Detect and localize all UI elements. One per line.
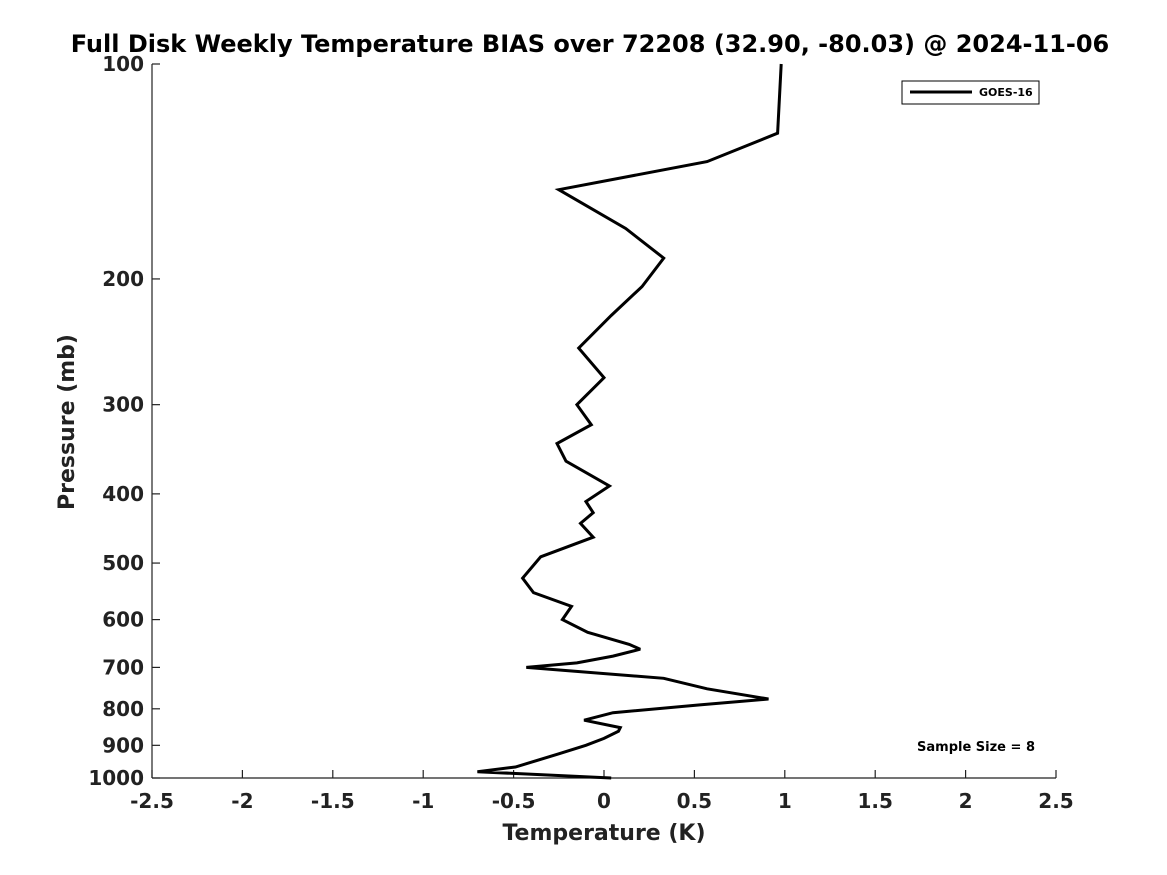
x-axis-label: Temperature (K): [502, 821, 705, 846]
series-line-goes-16: [477, 63, 783, 780]
series-layer: [477, 63, 783, 780]
x-tick-label: -2.5: [130, 789, 174, 813]
y-tick-label: 600: [102, 608, 144, 632]
chart-title: Full Disk Weekly Temperature BIAS over 7…: [71, 30, 1110, 58]
x-tick-label: 0.5: [677, 789, 712, 813]
x-tick-label: 0: [597, 789, 611, 813]
y-tick-label: 500: [102, 551, 144, 575]
legend-label: GOES-16: [979, 86, 1033, 99]
sample-size-annotation: Sample Size = 8: [917, 740, 1035, 755]
x-tick-label: -0.5: [492, 789, 536, 813]
y-tick-label: 1000: [88, 766, 144, 790]
y-tick-label: 400: [102, 482, 144, 506]
y-axis-ticks: 100 200 300 400 500 600 700 800 900 1000: [88, 52, 160, 790]
y-axis-label: Pressure (mb): [55, 334, 80, 510]
legend: GOES-16: [901, 80, 1040, 105]
y-tick-label: 200: [102, 267, 144, 291]
x-tick-label: -2: [231, 789, 253, 813]
x-tick-label: -1.5: [311, 789, 355, 813]
y-tick-label: 800: [102, 697, 144, 721]
x-axis-ticks: -2.5 -2 -1.5 -1 -0.5 0 0.5 1 1.5 2 2.5: [130, 770, 1074, 813]
y-tick-label: 900: [102, 733, 144, 757]
y-tick-label: 700: [102, 655, 144, 679]
x-tick-label: 2: [959, 789, 973, 813]
x-tick-label: 1.5: [857, 789, 892, 813]
x-tick-label: 2.5: [1038, 789, 1073, 813]
y-tick-label: 100: [102, 52, 144, 76]
x-tick-label: 1: [778, 789, 792, 813]
x-tick-label: -1: [412, 789, 434, 813]
y-tick-label: 300: [102, 393, 144, 417]
